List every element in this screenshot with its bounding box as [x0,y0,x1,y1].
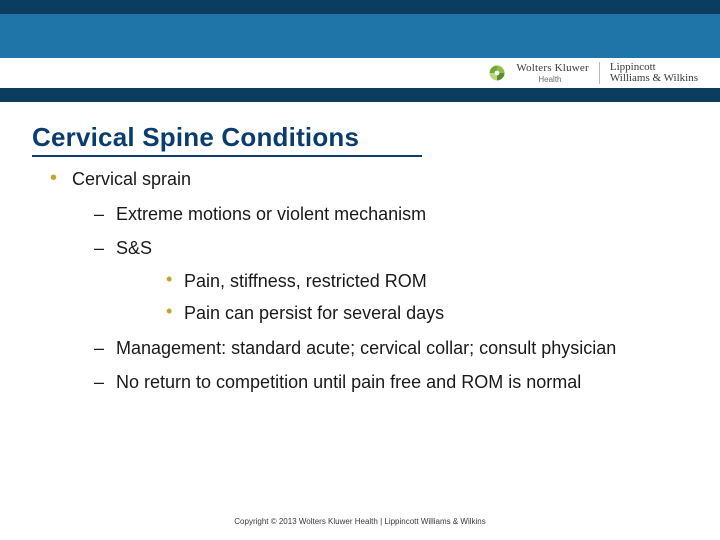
bullet-lvl1: Cervical sprain Extreme motions or viole… [50,168,680,394]
bullet-lvl2: No return to competition until pain free… [94,371,680,394]
bullet-text: Pain, stiffness, restricted ROM [184,271,427,291]
brand-wk-sub: Health [538,76,588,84]
brand-wk-name: Wolters Kluwer [516,63,588,74]
header-band-blue [0,14,720,58]
slide-title: Cervical Spine Conditions [32,122,688,153]
copyright-footer: Copyright © 2013 Wolters Kluwer Health |… [0,517,720,526]
bullet-lvl2: S&S Pain, stiffness, restricted ROM Pain… [94,237,680,325]
bullet-lvl3: Pain, stiffness, restricted ROM [166,270,680,293]
brand-separator [599,62,600,84]
bullet-text: Cervical sprain [72,169,191,189]
bullet-lvl3: Pain can persist for several days [166,302,680,325]
bullet-text: No return to competition until pain free… [116,372,581,392]
title-underline [32,155,422,157]
slide: Wolters Kluwer Health Lippincott William… [0,0,720,540]
title-wrap: Cervical Spine Conditions [32,122,688,157]
brand-lww-bot: Williams & Wilkins [610,73,698,84]
brand-lww-text: Lippincott Williams & Wilkins [610,62,698,84]
bullet-text: Extreme motions or violent mechanism [116,204,426,224]
brand-wk-text: Wolters Kluwer Health [516,63,588,84]
bullet-text: Pain can persist for several days [184,303,444,323]
bullet-text: Management: standard acute; cervical col… [116,338,616,358]
bullet-text: S&S [116,238,152,258]
wk-logo-icon [488,64,506,82]
header-band-dark-top [0,0,720,14]
bullet-lvl2: Management: standard acute; cervical col… [94,337,680,360]
header-band-dark-bottom [0,88,720,102]
bullet-lvl2: Extreme motions or violent mechanism [94,203,680,226]
content-list: Cervical sprain Extreme motions or viole… [50,168,680,408]
brand-block: Wolters Kluwer Health Lippincott William… [488,62,698,84]
header-band-white: Wolters Kluwer Health Lippincott William… [0,58,720,88]
